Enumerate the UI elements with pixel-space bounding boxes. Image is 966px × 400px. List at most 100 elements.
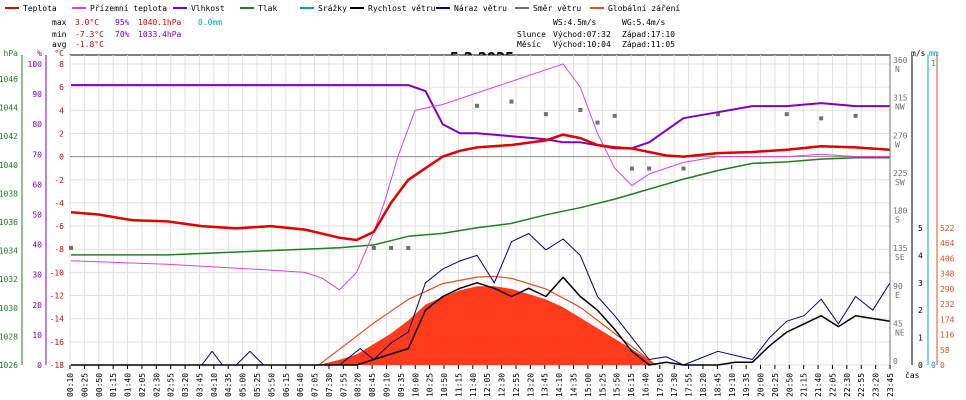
wind-direction-point <box>406 245 411 250</box>
y-tick-label: 0 <box>918 361 923 370</box>
x-tick-label: 02:30 <box>152 373 161 397</box>
y-tick-label: 1040 <box>0 161 18 170</box>
chart-marks <box>69 63 891 366</box>
axis-unit-label: mm <box>929 49 939 58</box>
x-tick-label: 03:20 <box>181 373 190 397</box>
y-tick-label: 0 <box>931 361 936 370</box>
wind-direction-point <box>612 113 617 118</box>
y-tick-label: 3 <box>918 279 923 288</box>
y-tick-label: 315 <box>893 94 908 103</box>
legend-label: Tlak <box>258 4 277 13</box>
x-tick-label: 18:45 <box>713 373 722 397</box>
y-tick-label: -4 <box>54 199 64 208</box>
x-tick-label: 10:25 <box>426 373 435 397</box>
x-tick-label: 15:00 <box>584 373 593 397</box>
direction-label: NE <box>895 328 905 337</box>
x-tick-label: 21:40 <box>814 373 823 397</box>
y-tick-label: 50 <box>32 211 42 220</box>
y-tick-label: 180 <box>893 207 908 216</box>
y-tick-label: 0 <box>59 153 64 162</box>
x-tick-label: 05:50 <box>267 373 276 397</box>
y-tick-label: 225 <box>893 169 908 178</box>
y-tick-label: 1044 <box>0 104 18 113</box>
direction-label: S <box>895 216 900 225</box>
x-tick-label: 20:25 <box>771 373 780 397</box>
x-tick-label: 11:15 <box>454 373 463 397</box>
series-line-tlak <box>71 156 890 256</box>
stat-min-hum: 70% <box>115 30 130 39</box>
y-tick-label: 90 <box>893 282 903 291</box>
y-tick-label: 2 <box>59 129 64 138</box>
legend-label: Rychlost větru <box>368 4 436 13</box>
direction-label: E <box>895 291 900 300</box>
y-tick-label: 30 <box>32 271 42 280</box>
y-tick-label: 60 <box>32 180 42 189</box>
x-tick-label: 02:55 <box>167 373 176 397</box>
x-tick-label: 04:35 <box>224 373 233 397</box>
legend-label: Globální záření <box>608 4 680 13</box>
radiation-area <box>318 286 656 365</box>
y-tick-label: 4 <box>918 251 923 260</box>
y-tick-label: 1038 <box>0 189 18 198</box>
y-tick-label: -10 <box>50 268 65 277</box>
y-tick-label: 348 <box>940 270 955 279</box>
y-tick-label: 464 <box>940 239 955 248</box>
x-tick-label: 06:15 <box>282 373 291 397</box>
x-tick-label: 16:40 <box>641 373 650 397</box>
y-tick-label: 6 <box>59 83 64 92</box>
y-tick-label: 1030 <box>0 304 18 313</box>
wind-direction-point <box>595 120 600 125</box>
x-tick-label: 05:00 <box>239 373 248 397</box>
x-tick-label: 07:30 <box>325 373 334 397</box>
y-tick-label: 4 <box>59 106 64 115</box>
sun-label: Slunce <box>517 30 546 39</box>
y-tick-label: 1 <box>931 59 936 68</box>
x-tick-label: 23:45 <box>886 373 895 397</box>
y-tick-label: 0 <box>893 357 898 366</box>
wind-direction-point <box>509 99 514 104</box>
wind-direction-point <box>715 112 720 117</box>
x-tick-label: 02:05 <box>138 373 147 397</box>
stat-max-label: max <box>52 18 67 27</box>
theoretical-radiation-line <box>318 275 657 366</box>
stat-max-temp: 3.0°C <box>75 18 99 27</box>
moon-label: Měsíc <box>517 40 541 49</box>
stat-min-label: min <box>52 30 67 39</box>
legend-label: Vlhkost <box>191 4 225 13</box>
wind-direction-point <box>784 112 789 117</box>
wind-ws: WS:4.5m/s <box>553 18 597 27</box>
moon-set: Západ:11:05 <box>622 40 675 49</box>
x-tick-label: 00:10 <box>66 373 75 397</box>
x-tick-label: 12:55 <box>512 373 521 397</box>
x-tick-label: 14:10 <box>555 373 564 397</box>
y-tick-label: 80 <box>32 120 42 129</box>
x-tick-label: 00:25 <box>80 373 89 397</box>
axis-unit-label: °C <box>54 49 64 58</box>
x-tick-label: 01:40 <box>124 373 133 397</box>
y-tick-label: -14 <box>50 315 65 324</box>
moon-rise: Východ:10:04 <box>553 40 611 49</box>
wind-direction-point <box>629 166 634 171</box>
legend-label: Teplota <box>23 4 57 13</box>
x-tick-label: 09:35 <box>397 373 406 397</box>
x-tick-label: 20:00 <box>757 373 766 397</box>
direction-label: SW <box>895 178 905 187</box>
x-tick-label: 17:30 <box>670 373 679 397</box>
x-tick-label: 19:10 <box>728 373 737 397</box>
stat-max-press: 1040.1hPa <box>138 18 182 27</box>
wind-direction-point <box>475 103 480 108</box>
y-tick-label: 116 <box>940 331 955 340</box>
y-tick-label: -12 <box>50 292 65 301</box>
series-line-pzemnteplota <box>70 63 890 291</box>
stat-min-temp: -7.3°C <box>75 30 104 39</box>
stat-avg-label: avg <box>52 40 67 49</box>
axis-unit-label: m/s <box>911 49 926 58</box>
stat-avg-temp: -1.8°C <box>75 40 104 49</box>
wind-direction-point <box>647 166 652 171</box>
y-tick-label: 232 <box>940 300 955 309</box>
y-tick-label: 360 <box>893 56 908 65</box>
x-tick-label: 22:05 <box>828 373 837 397</box>
direction-label: SE <box>895 253 905 262</box>
y-tick-label: 20 <box>32 301 42 310</box>
